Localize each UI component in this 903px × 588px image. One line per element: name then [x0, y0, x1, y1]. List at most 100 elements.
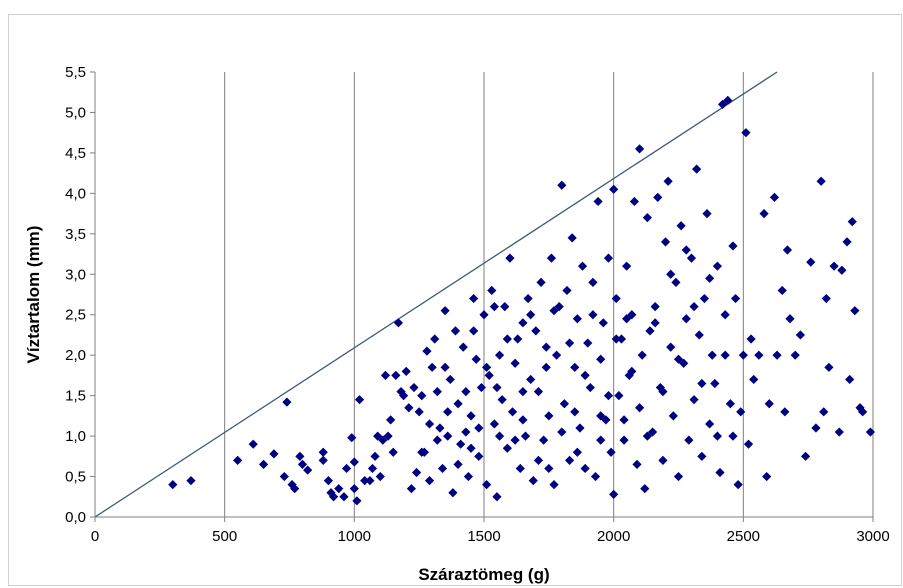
y-tick-label: 2,5 — [65, 307, 86, 324]
data-point — [502, 443, 512, 453]
data-point — [492, 492, 502, 502]
data-point — [375, 471, 385, 482]
data-point — [401, 366, 411, 376]
data-point — [622, 314, 632, 324]
data-point — [577, 261, 588, 271]
data-point — [414, 407, 424, 417]
data-point — [699, 293, 710, 304]
y-tick-label: 4,0 — [65, 185, 86, 202]
data-point — [728, 431, 738, 441]
data-point — [637, 350, 647, 360]
data-point — [627, 310, 637, 320]
x-axis-title: Száraztömeg (g) — [418, 565, 549, 584]
data-point — [622, 261, 632, 271]
data-point — [772, 350, 782, 360]
scatter-chart: 0,0 0,5 1,0 1,5 2,0 2,5 3,0 3,5 4,0 4,5 5,0 5,5 0 500… — [24, 64, 890, 584]
data-point — [570, 407, 580, 417]
y-tick-label: 2,0 — [65, 347, 86, 364]
data-point — [526, 310, 536, 320]
data-point — [632, 459, 642, 470]
data-point — [580, 370, 590, 381]
data-point — [422, 346, 432, 356]
data-point — [443, 407, 453, 417]
data-point — [417, 447, 427, 457]
data-point — [806, 257, 816, 267]
x-tick-label: 3000 — [856, 528, 889, 545]
data-point — [518, 386, 528, 397]
data-point — [666, 269, 676, 279]
data-point — [590, 471, 601, 482]
data-points — [168, 95, 876, 506]
data-point — [466, 443, 476, 453]
x-tick-label: 0 — [91, 528, 99, 545]
data-point — [367, 463, 378, 474]
data-point — [323, 475, 333, 486]
data-point — [598, 318, 608, 328]
data-point — [507, 407, 518, 417]
data-point — [282, 397, 292, 407]
data-point — [858, 407, 868, 417]
data-point — [601, 415, 611, 425]
data-point — [762, 471, 772, 482]
data-point — [606, 447, 616, 457]
data-point — [673, 471, 684, 482]
data-point — [671, 277, 681, 287]
data-point — [303, 465, 313, 475]
data-point — [624, 370, 634, 381]
data-point — [609, 184, 619, 194]
x-tick-label: 2500 — [727, 528, 760, 545]
data-point — [609, 489, 619, 499]
data-point — [513, 334, 523, 344]
data-point — [318, 455, 328, 465]
data-point — [469, 326, 479, 336]
data-point — [567, 233, 577, 243]
data-point — [365, 475, 375, 486]
data-point — [354, 395, 365, 405]
data-point — [689, 395, 699, 405]
data-point — [834, 427, 844, 437]
data-point — [650, 302, 660, 312]
data-point — [658, 455, 668, 465]
data-point — [549, 306, 559, 316]
data-point — [720, 310, 730, 320]
data-point — [339, 492, 349, 502]
y-tick-label: 0,5 — [65, 469, 86, 486]
data-point — [440, 306, 450, 316]
data-point — [295, 451, 305, 461]
data-point — [456, 439, 466, 449]
data-point — [642, 213, 652, 223]
x-tick-label: 1500 — [467, 528, 500, 545]
data-point — [404, 403, 414, 413]
data-point — [186, 475, 196, 486]
data-point — [676, 221, 686, 231]
data-point — [564, 455, 575, 465]
data-point — [233, 455, 243, 465]
data-point — [515, 463, 525, 474]
data-point — [588, 310, 598, 320]
data-point — [837, 265, 847, 275]
data-point — [531, 326, 541, 336]
data-point — [484, 370, 494, 381]
data-point — [712, 431, 722, 441]
data-point — [647, 427, 658, 437]
data-point — [611, 293, 621, 304]
data-point — [279, 471, 289, 482]
data-point — [526, 374, 536, 385]
data-point — [352, 496, 362, 506]
data-point — [655, 382, 665, 393]
data-point — [824, 362, 834, 372]
data-point — [777, 285, 787, 296]
data-point — [549, 480, 559, 490]
data-point — [619, 435, 629, 445]
data-point — [816, 176, 826, 186]
data-point — [583, 338, 593, 348]
data-point — [474, 451, 484, 461]
data-point — [290, 484, 300, 494]
data-point — [663, 176, 673, 186]
data-point — [850, 306, 860, 316]
data-point — [448, 488, 458, 498]
data-point — [746, 334, 756, 344]
data-point — [502, 334, 512, 344]
data-point — [730, 293, 741, 304]
data-point — [474, 423, 484, 433]
